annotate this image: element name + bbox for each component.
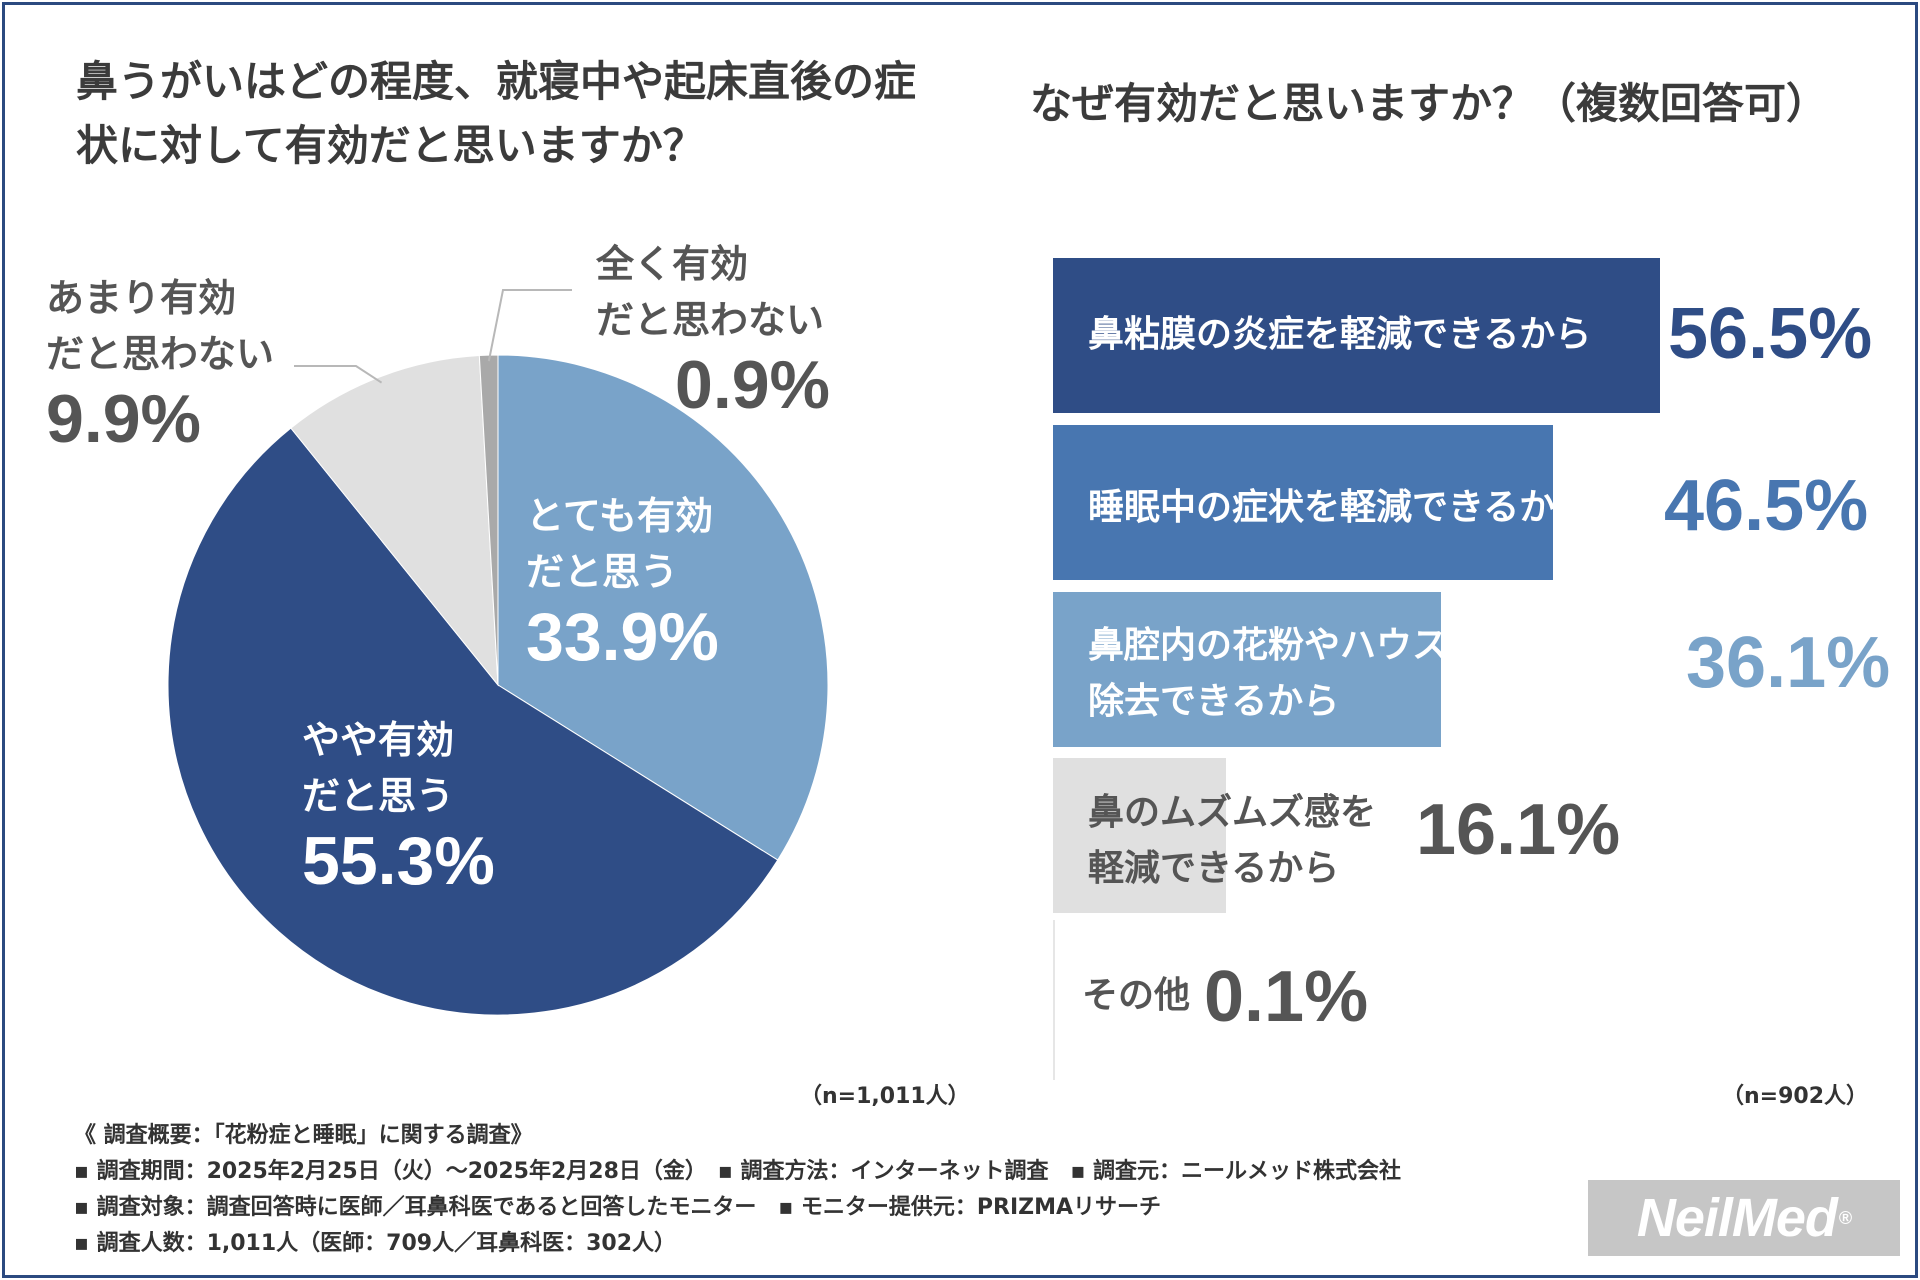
bar-value-pollen-dust-removal: 36.1% <box>1686 623 1891 703</box>
pie-leader-not-effective-at-all <box>487 289 572 362</box>
bar-label-sleep-symptoms: 睡眠中の症状を軽減できるから <box>1088 487 1592 528</box>
pie-label-somewhat-effective: やや有効 だと思う 55.3% <box>302 712 495 898</box>
pie-label-somewhat-effective-category: やや有効 だと思う <box>302 718 455 818</box>
bar-axis-line <box>1053 920 1055 1080</box>
pie-label-not-very-effective-value: 9.9% <box>46 381 201 457</box>
bar-nasal-inflammation <box>1053 258 1661 413</box>
pie-leader-not-very-effective <box>294 365 383 384</box>
bar-value-nasal-inflammation: 56.5% <box>1668 294 1873 374</box>
pie-label-not-effective-at-all-value: 0.9% <box>675 347 830 423</box>
pie-slice-somewhat-effective <box>167 427 779 1016</box>
bar-sample-size: （n=902人） <box>1722 1084 1869 1109</box>
bar-itchiness <box>1053 758 1227 913</box>
pie-sample-size: （n=1,011人） <box>800 1084 970 1109</box>
survey-overview: 《 調査概要：「花粉症と睡眠」に関する調査》 <box>74 1123 533 1148</box>
pie-label-very-effective-value: 33.9% <box>526 599 719 675</box>
pie-label-not-effective-at-all-category: 全く有効 だと思わない <box>596 242 825 342</box>
bar-value-itchiness: 16.1% <box>1416 790 1621 870</box>
logo-text: NeilMed <box>1636 1188 1838 1248</box>
pie-label-very-effective-category: とても有効 だと思う <box>526 494 713 594</box>
logo-registered-mark: ® <box>1838 1207 1852 1228</box>
bar-value-other: 0.1% <box>1204 957 1369 1037</box>
pie-label-somewhat-effective-value: 55.3% <box>302 823 495 899</box>
bar-label-other: その他 <box>1082 975 1191 1016</box>
bar-label-itchiness: 鼻のムズムズ感を 軽減できるから <box>1088 792 1377 889</box>
pie-label-not-effective-at-all: 全く有効 だと思わない 0.9% <box>596 236 830 422</box>
bar-chart-title: なぜ有効だと思いますか？（複数回答可） <box>1030 79 1829 128</box>
pie-chart <box>167 289 829 1016</box>
bar-value-sleep-symptoms: 46.5% <box>1664 466 1869 546</box>
bar-label-pollen-dust-removal: 鼻腔内の花粉やハウスダストを 除去できるから <box>1088 625 1593 722</box>
bar-pollen-dust-removal <box>1053 592 1442 747</box>
survey-line-target: ▪ 調査対象：調査回答時に医師／耳鼻科医であると回答したモニター ▪ モニター提… <box>74 1195 1162 1220</box>
pie-label-not-very-effective-category: あまり有効 だと思わない <box>46 276 275 376</box>
survey-footer: 《 調査概要：「花粉症と睡眠」に関する調査》 ▪ 調査期間：2025年2月25日… <box>74 1118 1401 1262</box>
survey-line-count: ▪ 調査人数：1,011人（医師：709人／耳鼻科医：302人） <box>74 1231 677 1256</box>
pie-slice-not-very-effective <box>290 354 499 687</box>
pie-slice-not-effective-at-all <box>478 354 499 686</box>
bar-sleep-symptoms <box>1053 425 1553 580</box>
bar-label-nasal-inflammation: 鼻粘膜の炎症を軽減できるから <box>1088 314 1592 355</box>
neilmed-logo: NeilMed ® <box>1588 1180 1900 1256</box>
pie-chart-title: 鼻うがいはどの程度、就寝中や起床直後の症状に対して有効だと思いますか？ <box>76 57 917 170</box>
pie-label-very-effective: とても有効 だと思う 33.9% <box>526 488 719 674</box>
pie-label-not-very-effective: あまり有効 だと思わない 9.9% <box>46 270 274 456</box>
survey-line-period: ▪ 調査期間：2025年2月25日（火）〜2025年2月28日（金） ▪ 調査方… <box>74 1159 1402 1184</box>
pie-slice-very-effective <box>497 354 829 861</box>
